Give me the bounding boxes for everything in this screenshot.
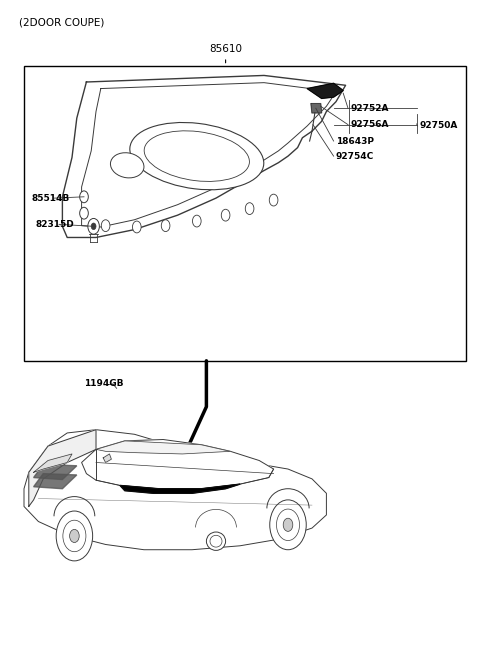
Circle shape (63, 520, 86, 552)
Text: 18643P: 18643P (336, 136, 374, 146)
Polygon shape (96, 441, 230, 454)
Text: 1194GB: 1194GB (84, 379, 123, 388)
Circle shape (270, 500, 306, 550)
Circle shape (70, 529, 79, 543)
Circle shape (161, 220, 170, 232)
Circle shape (91, 223, 96, 230)
Polygon shape (24, 430, 326, 550)
Circle shape (80, 207, 88, 219)
Text: 85514B: 85514B (31, 194, 70, 203)
Circle shape (269, 194, 278, 206)
Ellipse shape (130, 123, 264, 190)
Text: (2DOOR COUPE): (2DOOR COUPE) (19, 18, 105, 28)
Text: 92752A: 92752A (350, 104, 389, 113)
Circle shape (132, 221, 141, 233)
Text: 85610: 85610 (209, 44, 242, 54)
Text: 92754C: 92754C (336, 152, 374, 161)
Circle shape (276, 509, 300, 541)
Text: 92756A: 92756A (350, 120, 389, 129)
Circle shape (80, 191, 88, 203)
Polygon shape (34, 454, 72, 472)
Circle shape (245, 203, 254, 215)
Ellipse shape (110, 153, 144, 178)
Bar (24, 66, 466, 361)
Circle shape (283, 518, 293, 531)
Polygon shape (103, 454, 111, 462)
Circle shape (88, 218, 99, 234)
Polygon shape (82, 440, 274, 489)
Circle shape (101, 220, 110, 232)
Circle shape (192, 215, 201, 227)
Ellipse shape (206, 532, 226, 550)
Circle shape (56, 511, 93, 561)
Polygon shape (62, 75, 346, 237)
Ellipse shape (144, 131, 250, 182)
Text: 82315D: 82315D (36, 220, 75, 229)
Polygon shape (120, 484, 240, 493)
Circle shape (221, 209, 230, 221)
Text: 92750A: 92750A (420, 121, 458, 131)
Polygon shape (34, 464, 77, 480)
Polygon shape (34, 474, 77, 489)
Ellipse shape (210, 535, 222, 547)
Polygon shape (29, 430, 96, 506)
Polygon shape (311, 104, 322, 113)
Polygon shape (307, 83, 343, 98)
